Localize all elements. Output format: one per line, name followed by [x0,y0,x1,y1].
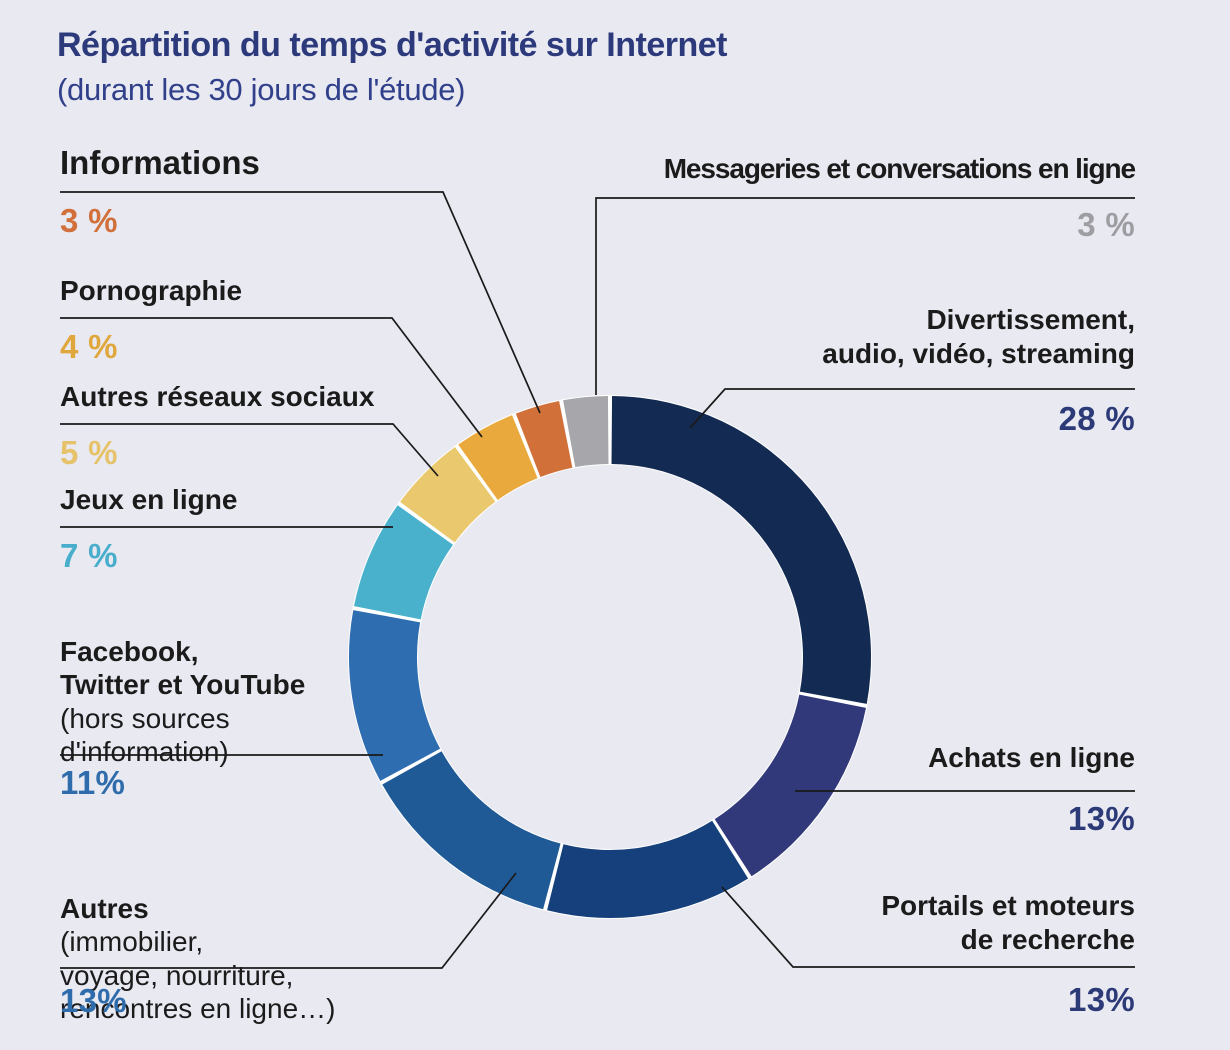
donut-segment-autres_reseaux [400,447,496,543]
donut-segment-jeux [354,505,453,620]
label-autres: Autres (immobilier, voyage, nourriture, … [60,858,405,1026]
donut-segment-messageries [563,396,609,468]
value-autres-reseaux-sociaux: 5 % [60,434,118,471]
label-autres-regular-part: (immobilier, voyage, nourriture, rencont… [60,926,336,1025]
donut-segments-group [348,396,871,918]
value-messageries: 3 % [1077,206,1135,243]
leader-line-informations [60,191,541,414]
label-divertissement: Divertissement, audio, vidéo, streaming [822,304,1135,369]
donut-segment-autres [382,751,561,910]
donut-segment-divertissement [611,396,871,704]
leader-line-autres [60,872,517,969]
value-facebook-twitter-youtube: 11% [60,764,126,801]
value-autres: 13% [60,982,127,1019]
label-informations: Informations [60,144,260,181]
label-facebook-twitter-youtube: Facebook, Twitter et YouTube (hors sourc… [60,601,390,803]
value-achats-en-ligne: 13% [1068,800,1135,837]
leader-line-autres-reseaux [60,423,439,477]
value-informations: 3 % [60,202,118,239]
label-jeux-en-ligne: Jeux en ligne [60,484,238,515]
leader-line-portails [721,886,1135,968]
label-achats-en-ligne: Achats en ligne [928,742,1135,773]
label-facebook-regular-part: (hors sources d'information) [60,702,230,768]
donut-segment-informations [515,401,573,478]
label-facebook-bold-part: Facebook, Twitter et YouTube [60,635,306,701]
label-autres-bold-part: Autres [60,892,149,924]
label-pornographie: Pornographie [60,275,243,306]
label-messageries: Messageries et conversations en ligne [663,153,1136,184]
page-title: Répartition du temps d'activité sur Inte… [57,26,727,64]
label-portails: Portails et moteurs de recherche [881,890,1135,955]
donut-segment-facebook [348,610,441,781]
value-portails: 13% [1068,981,1135,1018]
value-divertissement: 28 % [1058,400,1135,437]
leader-line-pornographie [60,317,483,438]
leader-line-messageries [595,197,1135,395]
donut-segment-achats [714,694,866,877]
donut-segment-portails [547,820,749,918]
leader-line-divertissement [689,388,1135,429]
value-pornographie: 4 % [60,328,118,365]
leader-lines-group [60,191,1135,969]
value-jeux-en-ligne: 7 % [60,537,118,574]
donut-segment-pornographie [458,415,538,500]
label-autres-reseaux-sociaux: Autres réseaux sociaux [60,381,375,412]
page-subtitle: (durant les 30 jours de l'étude) [57,72,466,107]
